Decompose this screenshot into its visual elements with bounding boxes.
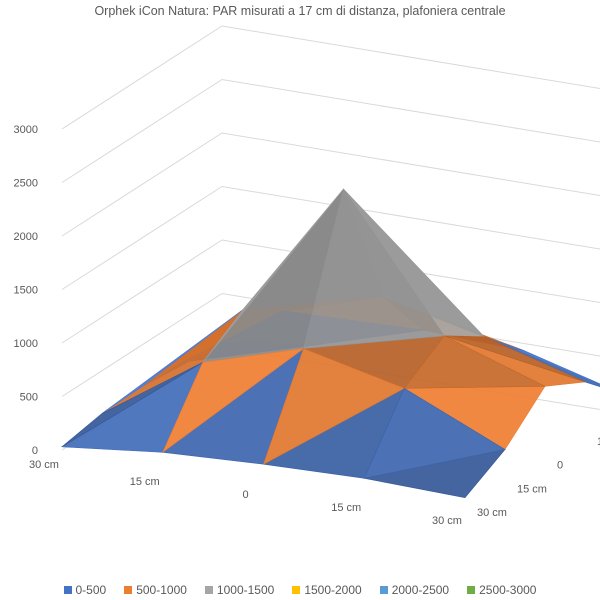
legend-label: 2500-3000 xyxy=(479,583,537,597)
legend-swatch xyxy=(124,586,133,594)
x-tick-label: 15 cm xyxy=(331,502,361,514)
y-tick-label: 0 xyxy=(557,460,563,472)
surface-facet xyxy=(262,348,405,465)
legend-item: 1000-1500 xyxy=(204,583,275,597)
legend-swatch xyxy=(63,586,72,594)
legend-item: 2500-3000 xyxy=(467,583,536,597)
z-tick-label: 1000 xyxy=(14,338,38,350)
z-tick-label: 500 xyxy=(20,392,38,404)
x-tick-label: 30 cm xyxy=(432,515,462,527)
surface-facet xyxy=(403,335,546,389)
z-tick-label: 2000 xyxy=(14,231,38,243)
legend-item: 500-1000 xyxy=(124,583,187,597)
legend-swatch xyxy=(467,586,476,594)
legend-item: 1500-2000 xyxy=(292,583,362,597)
legend-swatch xyxy=(292,586,301,594)
y-tick-label: 15 cm xyxy=(597,436,600,448)
legend-item: 0-500 xyxy=(63,583,107,597)
legend-item: 2000-2500 xyxy=(379,583,450,597)
y-tick-label: 15 cm xyxy=(517,483,547,495)
gridline xyxy=(61,25,600,130)
surface-plot xyxy=(61,188,600,499)
legend-label: 1000-1500 xyxy=(216,583,275,597)
legend-swatch xyxy=(379,586,388,594)
surface-facet xyxy=(303,188,445,349)
gridline xyxy=(61,185,600,290)
surface-facet xyxy=(101,309,243,414)
legend-label: 2000-2500 xyxy=(391,583,450,597)
x-tick-label: 30 cm xyxy=(29,459,59,471)
z-tick-label: 0 xyxy=(32,445,38,457)
z-tick-label: 1500 xyxy=(14,285,38,297)
surface-facet xyxy=(363,387,506,479)
x-tick-label: 0 xyxy=(242,489,248,501)
gridline xyxy=(61,132,600,237)
gridline xyxy=(61,78,600,183)
z-tick-label: 2500 xyxy=(14,178,38,190)
surface-facet xyxy=(484,336,600,385)
surface-facet xyxy=(202,188,344,363)
surface-facet xyxy=(444,335,586,383)
x-axis-tick-labels: 30 cm 15 cm 0 15 cm 30 cm xyxy=(29,459,462,527)
legend: 0-500 500-1000 1000-1500 1500-2000 2000-2500… xyxy=(0,583,600,597)
gridline xyxy=(61,239,600,344)
legend-label: 0-500 xyxy=(75,583,107,597)
legend-label: 500-1000 xyxy=(136,583,187,597)
chart-title: Orphek iCon Natura: PAR misurati a 17 cm… xyxy=(94,4,506,18)
gridline xyxy=(61,292,600,397)
surface-facet xyxy=(162,348,304,454)
z-tick-label: 3000 xyxy=(14,124,38,136)
z-axis-tick-labels: 0 500 1000 1500 2000 2500 3000 xyxy=(14,124,38,457)
y-tick-label: 30 cm xyxy=(477,507,507,519)
surface-facet xyxy=(61,362,203,448)
legend-swatch xyxy=(204,586,213,594)
x-tick-label: 15 cm xyxy=(130,476,160,488)
legend-label: 1500-2000 xyxy=(304,583,362,597)
